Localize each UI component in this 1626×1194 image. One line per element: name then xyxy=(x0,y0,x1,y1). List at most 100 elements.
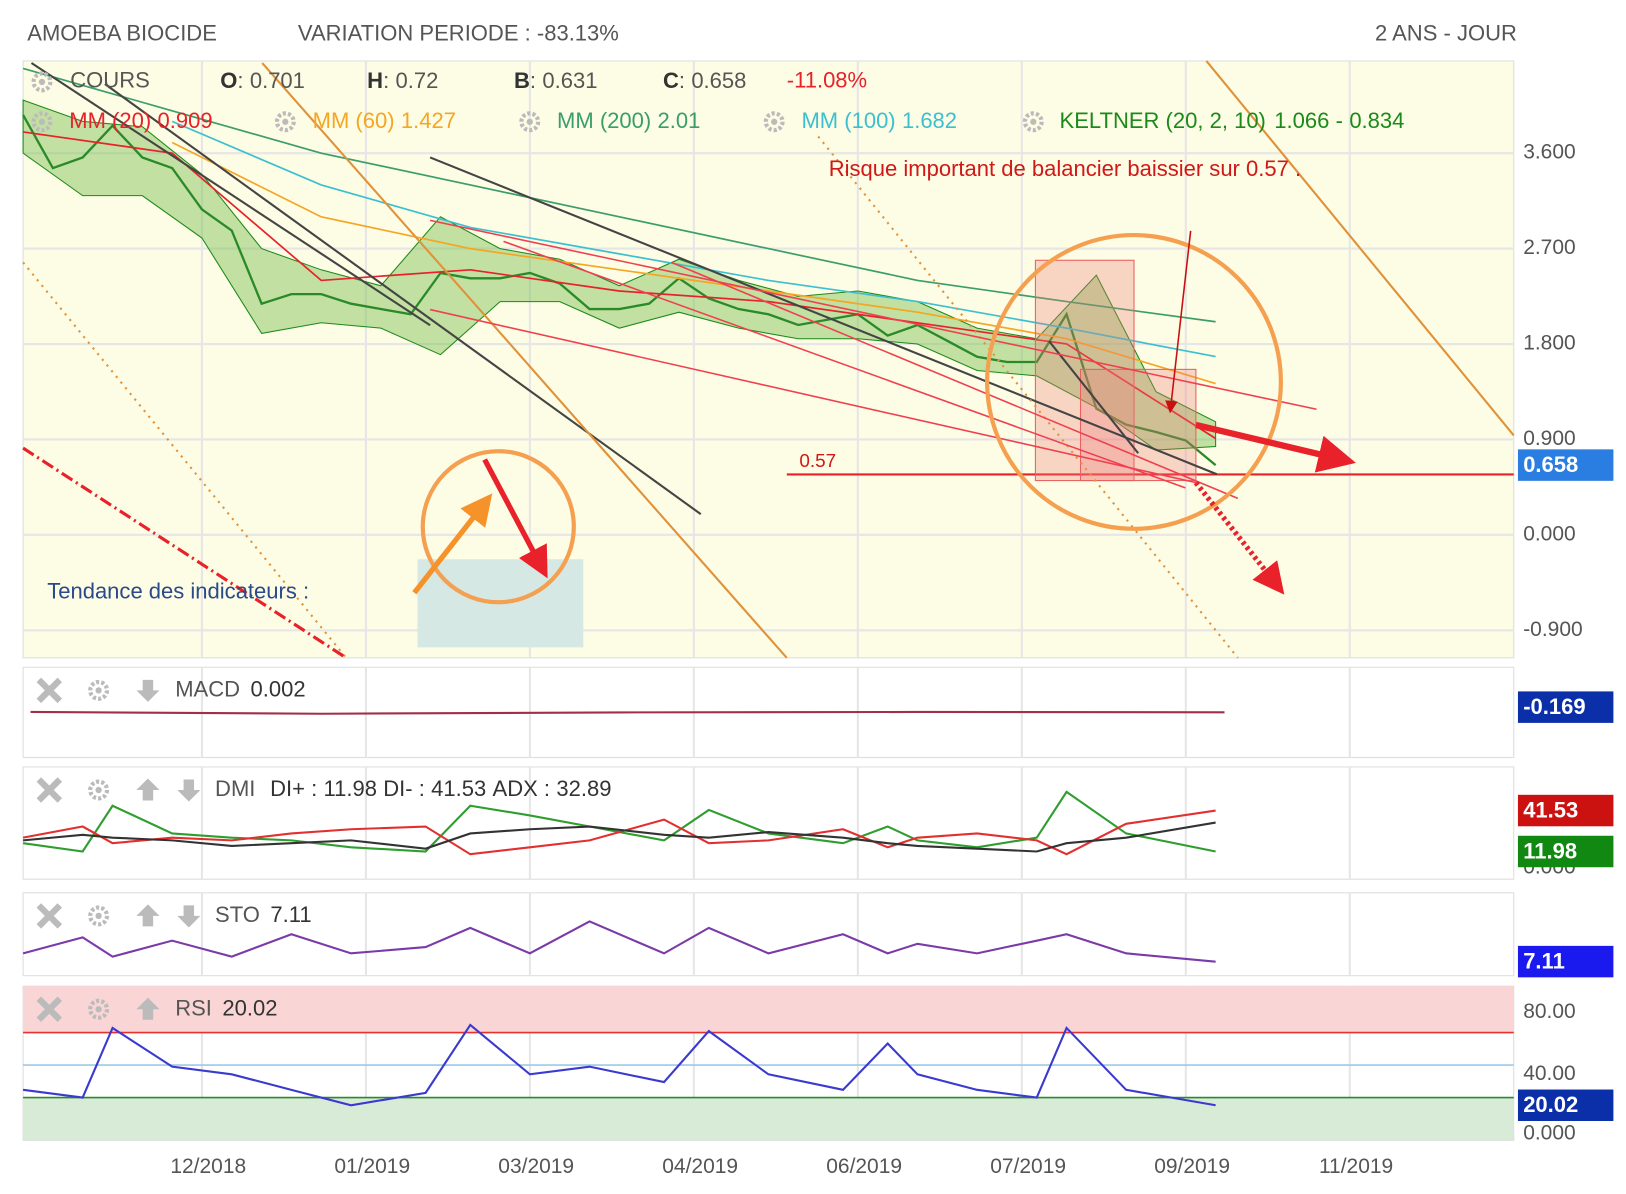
indicator-value: 20.02 xyxy=(222,995,277,1020)
indicator-value: 7.11 xyxy=(270,902,311,927)
ma-legend: MM (200) 2.01 xyxy=(557,108,700,133)
x-tick-label: 11/2019 xyxy=(1319,1155,1393,1178)
gear-icon[interactable] xyxy=(519,111,541,133)
trend-line xyxy=(1048,340,1140,454)
annotation: Tendance des indicateurs : xyxy=(47,579,309,604)
close-icon[interactable] xyxy=(36,677,63,704)
overbought-zone xyxy=(23,986,1514,1033)
ma-legend: MM (100) 1.682 xyxy=(801,108,957,133)
ohlc-item: C: 0.658 xyxy=(663,68,746,93)
moving-average xyxy=(171,141,1216,385)
down-icon[interactable] xyxy=(136,679,160,702)
chart-title: AMOEBA BIOCIDE xyxy=(27,21,217,46)
up-icon[interactable] xyxy=(136,997,160,1020)
indicator-line xyxy=(22,790,1216,853)
ohlc-value: 0.72 xyxy=(395,68,438,93)
trend-line xyxy=(104,83,702,515)
trend-line xyxy=(671,261,1239,500)
up-icon[interactable] xyxy=(136,904,160,927)
ma-value: 1.682 xyxy=(902,108,957,133)
main-panel xyxy=(22,60,1515,659)
close-icon[interactable] xyxy=(36,996,63,1022)
moving-average xyxy=(171,120,1216,358)
ohlc-item: H: 0.72 xyxy=(367,68,438,93)
value-badge xyxy=(1517,1089,1614,1121)
ohlc-value: 0.658 xyxy=(691,68,746,93)
period: 2 ANS - JOUR xyxy=(1375,21,1517,46)
dmi-name: DI- : xyxy=(383,776,425,801)
change: -11.08% xyxy=(787,68,867,93)
support-label: 0.57 xyxy=(799,451,836,472)
indicator-value: 0.002 xyxy=(251,676,306,701)
indicator-line xyxy=(22,920,1216,963)
arrow-down xyxy=(482,458,548,579)
highlight-circle xyxy=(985,232,1283,531)
trend-line xyxy=(1205,60,1515,437)
indicator-legend: RSI 20.02 xyxy=(175,995,277,1020)
gear-icon-core xyxy=(771,118,778,125)
dmi-panel xyxy=(22,766,1515,880)
gear-icon[interactable] xyxy=(88,905,110,927)
gear-icon[interactable] xyxy=(31,111,53,133)
dmi-value: 11.98 xyxy=(324,776,377,801)
gear-icon-core xyxy=(38,118,46,125)
keltner-legend: KELTNER (20, 2, 10) 1.066-0.834 xyxy=(1060,108,1405,133)
indicator-line xyxy=(22,821,1216,853)
gear-icon[interactable] xyxy=(274,111,296,133)
gear-icon[interactable] xyxy=(88,779,110,801)
legend-price: COURS xyxy=(70,68,150,93)
ma-name: MM (100) xyxy=(801,108,895,133)
gear-icon[interactable] xyxy=(1022,111,1044,133)
gear-icon-core xyxy=(526,118,533,125)
keltner-sep: - xyxy=(1336,108,1343,133)
zone-box xyxy=(1034,259,1135,482)
gear-icon[interactable] xyxy=(88,679,110,701)
ma-value: 1.427 xyxy=(401,108,456,133)
down-icon[interactable] xyxy=(177,779,201,802)
gear-icon[interactable] xyxy=(763,111,785,133)
annotation-pointer xyxy=(1165,230,1192,414)
gear-icon-core xyxy=(95,1006,102,1013)
trend-line xyxy=(503,240,1186,489)
ohlc-label: C xyxy=(663,68,679,93)
gear-icon-core xyxy=(1030,118,1037,125)
indicator-legend: DMI DI+ : 11.98 DI- :41.53 ADX :32.89 xyxy=(215,776,611,801)
ohlc-value: 0.701 xyxy=(250,68,305,93)
down-icon[interactable] xyxy=(177,905,201,928)
ma-name: MM (200) xyxy=(557,108,651,133)
trend-line xyxy=(429,308,1197,484)
y-tick-label: 40.00 xyxy=(1523,1062,1575,1085)
y-tick-label: 3.600 xyxy=(1523,141,1575,164)
moving-average xyxy=(22,131,1217,440)
gear-icon[interactable] xyxy=(31,71,53,93)
keltner-name: KELTNER (20, 2, 10) xyxy=(1060,108,1266,133)
gear-icon[interactable] xyxy=(88,998,110,1020)
x-tick-label: 04/2019 xyxy=(662,1155,738,1178)
zone-box xyxy=(1079,368,1197,482)
up-icon[interactable] xyxy=(136,778,160,801)
ohlc-sep: : xyxy=(679,68,685,93)
ohlc-label: B xyxy=(514,68,530,93)
dmi-name: ADX : xyxy=(493,776,551,801)
close-icon[interactable] xyxy=(36,903,63,929)
x-tick-label: 06/2019 xyxy=(826,1155,902,1178)
close-icon[interactable] xyxy=(36,777,63,803)
price-line xyxy=(22,114,1217,467)
trend-line xyxy=(261,62,788,659)
value-badge xyxy=(1517,945,1614,978)
value-badge xyxy=(1517,835,1614,868)
oversold-zone xyxy=(23,1097,1514,1141)
gear-icon-core xyxy=(95,786,102,794)
dmi-name: DI+ : xyxy=(270,776,317,801)
ma-value: 0.909 xyxy=(157,108,212,133)
keltner-lower: 0.834 xyxy=(1349,108,1404,133)
trend-line xyxy=(429,156,1218,476)
x-tick-label: 03/2019 xyxy=(498,1155,574,1178)
value-badge-label: 7.11 xyxy=(1523,948,1565,973)
y-tick-label: 1.800 xyxy=(1523,332,1575,355)
highlight-circle xyxy=(420,449,576,605)
trend-line xyxy=(30,62,431,327)
value-badge xyxy=(1517,449,1614,481)
ohlc-sep: : xyxy=(237,68,243,93)
